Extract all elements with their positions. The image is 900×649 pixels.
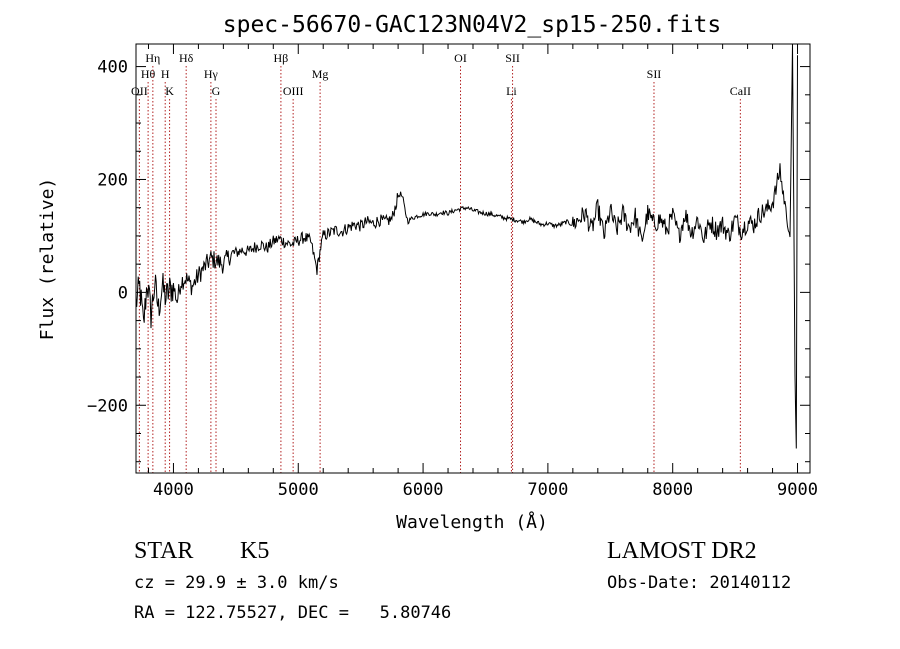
y-tick-label: 400 [97, 58, 128, 78]
survey-name: LAMOST DR2 [607, 538, 757, 564]
spectral-line-label: Hη [145, 51, 160, 65]
spectral-line-label: SII [505, 51, 520, 65]
x-tick-label: 6000 [403, 480, 444, 500]
spectral-line-label: Li [506, 84, 517, 98]
spectral-line-label: Hγ [204, 67, 219, 81]
spectral-line-label: OII [131, 84, 148, 98]
spectral-line-label: SII [647, 67, 662, 81]
axes: 4000 5000 6000 7000 8000 9000 −200 0 200 400 [87, 43, 818, 500]
chart-title: spec-56670-GAC123N04V2_sp15-250.fits [223, 12, 722, 38]
redshift-velocity: cz = 29.9 ± 3.0 km/s [134, 573, 339, 593]
spectral-line-label: Hθ [141, 67, 156, 81]
x-tick-label: 4000 [153, 480, 194, 500]
spectral-line-label: G [212, 84, 221, 98]
x-tick-label: 7000 [527, 480, 568, 500]
spectrum-line [135, 43, 798, 449]
spectral-line-label: OIII [283, 84, 304, 98]
y-tick-label: 200 [97, 170, 128, 190]
object-subclass: K5 [240, 538, 270, 564]
x-tick-label: 9000 [777, 480, 818, 500]
ra-dec-coordinates: RA = 122.75527, DEC = 5.80746 [134, 603, 452, 623]
spectral-line-label: CaII [730, 84, 751, 98]
y-axis-label: Flux (relative) [37, 178, 58, 341]
spectral-line-label: Mg [312, 67, 329, 81]
plot-area [135, 43, 798, 449]
spectral-line-label: Hδ [179, 51, 194, 65]
spectral-line-label: K [165, 84, 174, 98]
object-class: STAR [134, 538, 194, 564]
y-tick-label: 0 [118, 283, 128, 303]
x-tick-label: 8000 [652, 480, 693, 500]
spectral-line-label: OI [454, 51, 467, 65]
observation-date: Obs-Date: 20140112 [607, 573, 792, 593]
x-axis-label: Wavelength (Å) [396, 511, 548, 533]
spectral-line-label: Hβ [274, 51, 289, 65]
x-tick-label: 5000 [278, 480, 319, 500]
spectral-line-label: H [161, 67, 170, 81]
plot-frame [135, 43, 811, 474]
y-tick-label: −200 [87, 396, 128, 416]
